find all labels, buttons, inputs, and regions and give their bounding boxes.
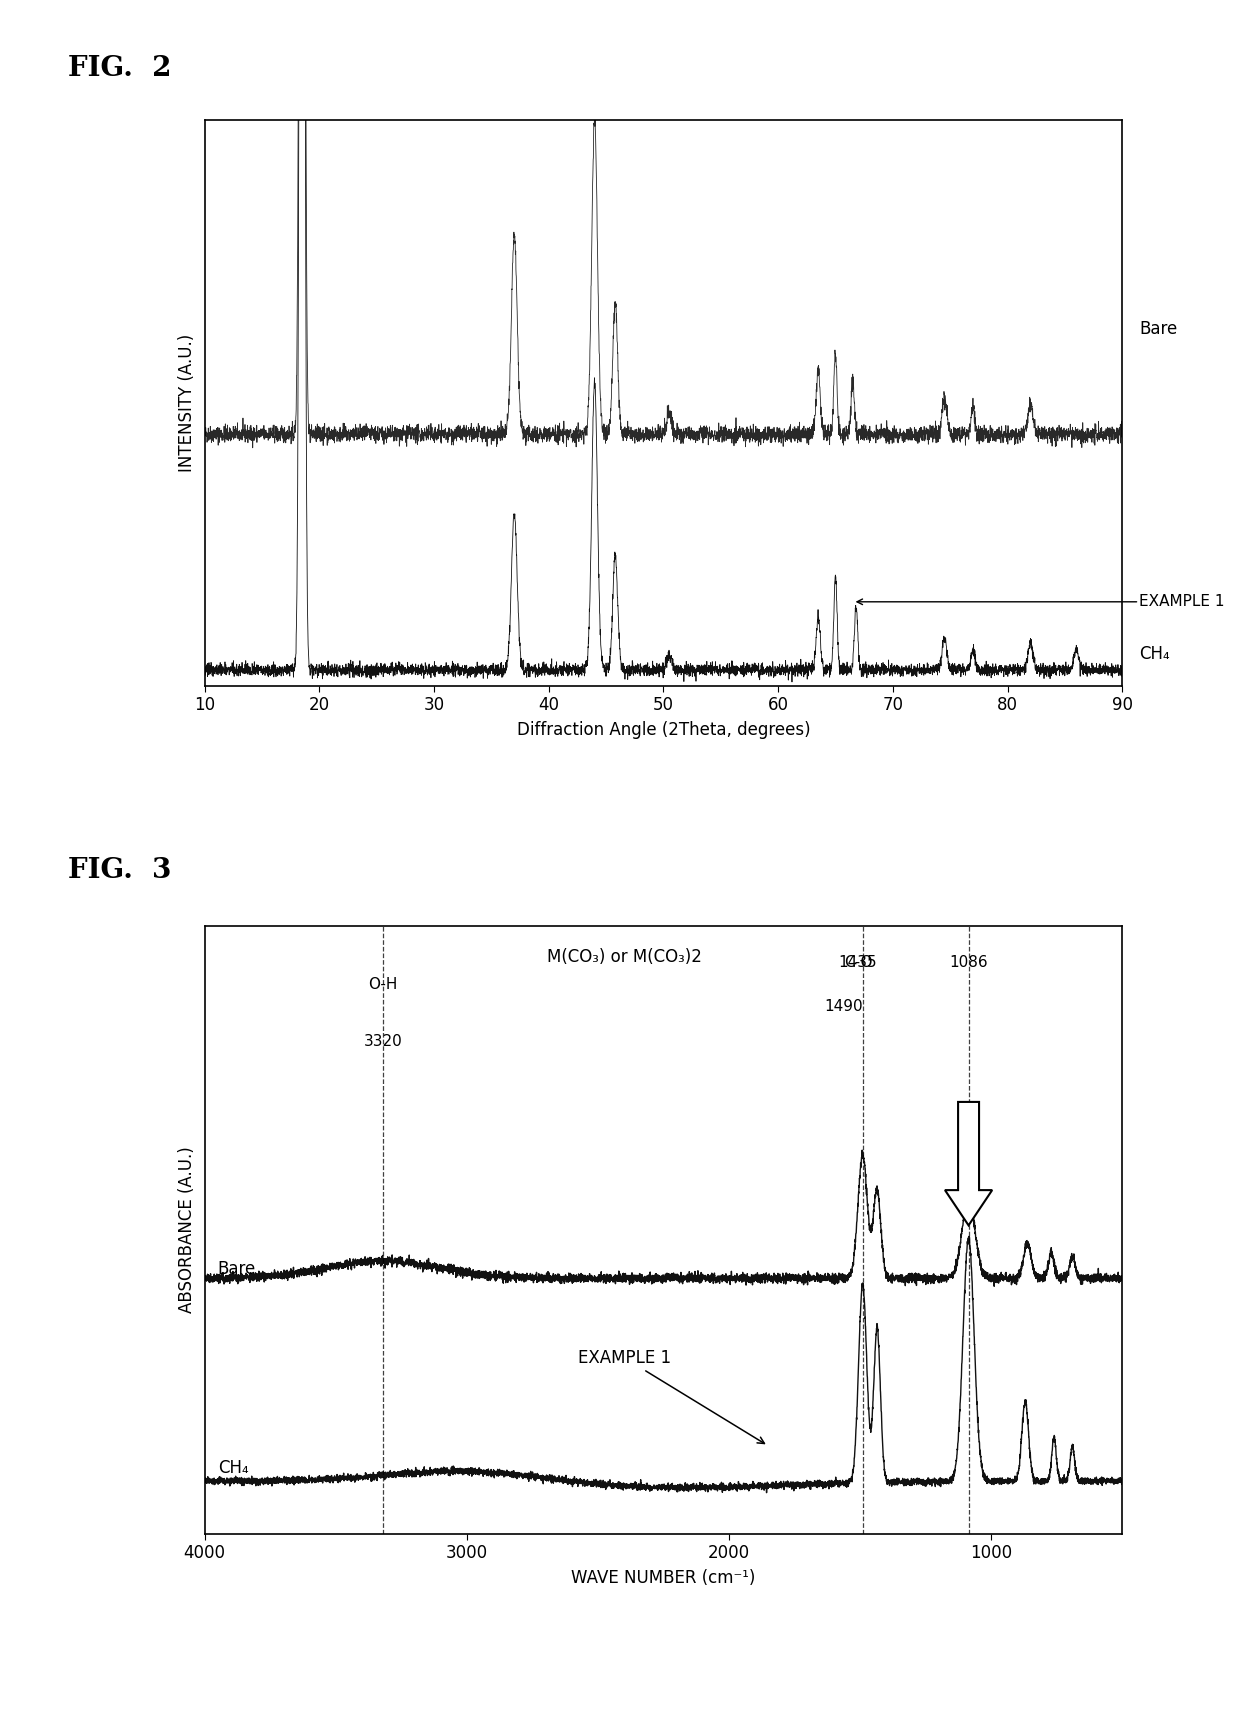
- Text: 1086: 1086: [950, 955, 988, 970]
- Text: EXAMPLE 1: EXAMPLE 1: [1140, 595, 1225, 608]
- Text: FIG.  2: FIG. 2: [68, 55, 171, 82]
- X-axis label: Diffraction Angle (2Theta, degrees): Diffraction Angle (2Theta, degrees): [517, 722, 810, 739]
- Text: Bare: Bare: [218, 1260, 255, 1279]
- Text: EXAMPLE 1: EXAMPLE 1: [578, 1349, 764, 1443]
- Text: C-O: C-O: [844, 955, 873, 970]
- Y-axis label: INTENSITY (A.U.): INTENSITY (A.U.): [179, 334, 196, 471]
- Text: CH₄: CH₄: [218, 1459, 248, 1477]
- Text: Bare: Bare: [1140, 321, 1178, 338]
- Text: M(CO₃) or M(CO₃)2: M(CO₃) or M(CO₃)2: [547, 948, 702, 965]
- Text: FIG.  3: FIG. 3: [68, 857, 171, 884]
- Text: O-H: O-H: [368, 977, 398, 992]
- Text: 3320: 3320: [363, 1034, 402, 1049]
- X-axis label: WAVE NUMBER (cm⁻¹): WAVE NUMBER (cm⁻¹): [572, 1570, 755, 1587]
- Y-axis label: ABSORBANCE (A.U.): ABSORBANCE (A.U.): [179, 1147, 196, 1313]
- Text: 1435: 1435: [838, 955, 877, 970]
- Polygon shape: [945, 1102, 992, 1226]
- Text: CH₄: CH₄: [1140, 644, 1171, 663]
- Text: 1490: 1490: [825, 999, 863, 1013]
